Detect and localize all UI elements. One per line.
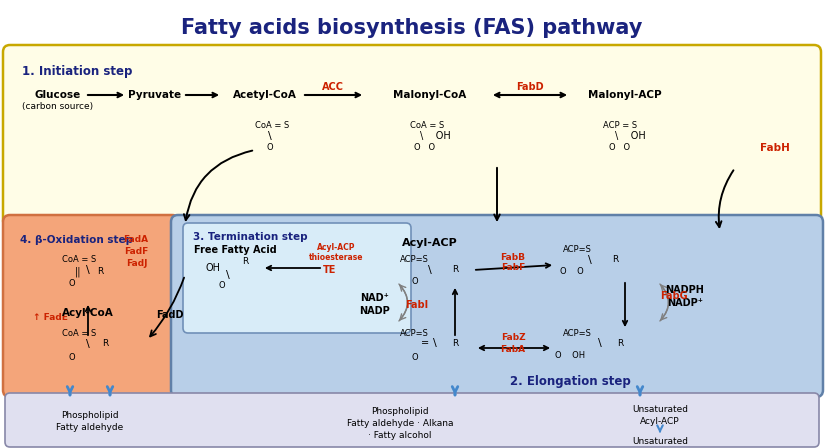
Text: Glucose: Glucose <box>35 90 81 100</box>
Text: 2. Elongation step: 2. Elongation step <box>510 375 630 388</box>
Text: CoA = S: CoA = S <box>62 329 97 339</box>
Text: \: \ <box>226 270 230 280</box>
Text: 4. β-Oxidation step: 4. β-Oxidation step <box>20 235 133 245</box>
Text: Acyl-ACP: Acyl-ACP <box>640 417 680 426</box>
Text: O: O <box>266 143 273 152</box>
Text: O: O <box>68 353 75 362</box>
Text: · Fatty alcohol: · Fatty alcohol <box>368 431 431 440</box>
Text: Fatty aldehyde · Alkana: Fatty aldehyde · Alkana <box>346 419 453 428</box>
Text: Phospholipid: Phospholipid <box>61 410 119 419</box>
Text: ACP=S: ACP=S <box>563 328 592 337</box>
Text: R: R <box>97 267 103 276</box>
Text: O: O <box>219 281 225 290</box>
Text: ||: || <box>75 267 81 277</box>
Text: \: \ <box>588 255 592 265</box>
Text: \: \ <box>433 338 437 348</box>
Text: FadD: FadD <box>156 310 184 320</box>
Text: R: R <box>242 258 248 267</box>
Text: FabB: FabB <box>501 253 526 262</box>
Text: NADP: NADP <box>360 306 390 316</box>
Text: NADPH: NADPH <box>666 285 705 295</box>
Text: FabZ: FabZ <box>501 332 526 341</box>
Text: Fatty acids biosynthesis (FAS) pathway: Fatty acids biosynthesis (FAS) pathway <box>182 18 643 38</box>
Text: ACP = S: ACP = S <box>603 121 637 130</box>
Text: =: = <box>421 338 429 348</box>
Text: O   O: O O <box>414 143 436 152</box>
Text: 3. Termination step: 3. Termination step <box>193 232 308 242</box>
Text: FadF: FadF <box>124 247 148 257</box>
Text: O: O <box>412 353 418 362</box>
Text: ↑ FadE: ↑ FadE <box>32 314 68 323</box>
Text: R: R <box>452 266 458 275</box>
FancyBboxPatch shape <box>171 215 823 397</box>
Text: \: \ <box>598 338 602 348</box>
Text: R: R <box>101 340 108 349</box>
Text: Malonyl-CoA: Malonyl-CoA <box>394 90 467 100</box>
Text: FabI: FabI <box>405 300 428 310</box>
Text: R: R <box>617 339 623 348</box>
Text: O    O: O O <box>560 267 584 276</box>
Text: FadA: FadA <box>123 236 148 245</box>
FancyBboxPatch shape <box>3 45 821 227</box>
Text: FabA: FabA <box>501 345 526 354</box>
Text: thioesterase: thioesterase <box>309 253 363 262</box>
Text: FabD: FabD <box>516 82 544 92</box>
Text: (carbon source): (carbon source) <box>22 103 93 112</box>
Text: \    OH: \ OH <box>615 131 645 141</box>
FancyBboxPatch shape <box>183 223 411 333</box>
Text: CoA = S: CoA = S <box>410 121 444 130</box>
Text: TE: TE <box>323 265 337 275</box>
Text: ACP=S: ACP=S <box>563 246 592 254</box>
Text: Acyl-ACP: Acyl-ACP <box>317 242 356 251</box>
Text: ACP=S: ACP=S <box>400 328 429 337</box>
Text: OH: OH <box>205 263 220 273</box>
Text: CoA = S: CoA = S <box>255 121 290 130</box>
Text: FabF: FabF <box>501 263 526 272</box>
Text: FabG: FabG <box>660 291 687 301</box>
Text: ACP=S: ACP=S <box>400 255 429 264</box>
Text: Acetyl-CoA: Acetyl-CoA <box>233 90 297 100</box>
Text: Unsaturated: Unsaturated <box>632 436 688 445</box>
Text: FabH: FabH <box>760 143 790 153</box>
Text: NAD⁺: NAD⁺ <box>361 293 389 303</box>
Text: O: O <box>68 279 75 288</box>
Text: FadJ: FadJ <box>126 259 148 268</box>
Text: O   O: O O <box>610 143 630 152</box>
FancyBboxPatch shape <box>3 215 179 397</box>
Text: Acyl-ACP: Acyl-ACP <box>402 238 458 248</box>
FancyBboxPatch shape <box>5 393 819 447</box>
Text: \: \ <box>86 265 90 275</box>
Text: Acyl-CoA: Acyl-CoA <box>62 308 114 318</box>
Text: O    OH: O OH <box>555 350 585 359</box>
Text: Fatty aldehyde: Fatty aldehyde <box>56 422 124 431</box>
Text: CoA = S: CoA = S <box>62 255 97 264</box>
Text: \: \ <box>86 339 90 349</box>
Text: Free Fatty Acid: Free Fatty Acid <box>194 245 276 255</box>
Text: NADP⁺: NADP⁺ <box>667 298 703 308</box>
Text: \: \ <box>268 131 272 141</box>
Text: R: R <box>612 255 618 264</box>
Text: O: O <box>412 277 418 287</box>
Text: Malonyl-ACP: Malonyl-ACP <box>588 90 662 100</box>
Text: ACC: ACC <box>322 82 344 92</box>
Text: 1. Initiation step: 1. Initiation step <box>22 65 132 78</box>
Text: \    OH: \ OH <box>420 131 450 141</box>
Text: \: \ <box>428 265 431 275</box>
Text: Pyruvate: Pyruvate <box>129 90 182 100</box>
Text: Unsaturated: Unsaturated <box>632 405 688 414</box>
Text: R: R <box>452 339 458 348</box>
Text: Phospholipid: Phospholipid <box>371 408 429 417</box>
